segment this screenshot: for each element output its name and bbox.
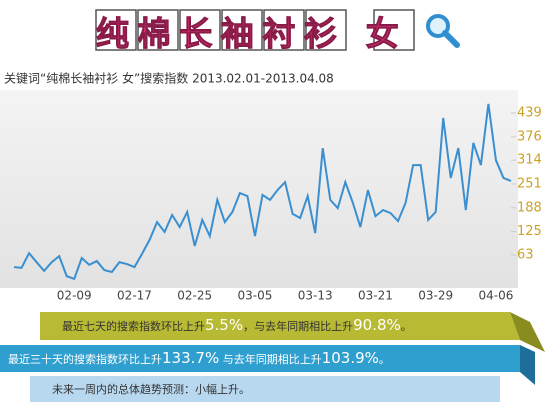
y-tick-label: 439: [517, 105, 542, 120]
y-tick-label: 314: [517, 153, 542, 168]
y-tick-label: 376: [517, 129, 542, 144]
highlight-value: 133.7%: [162, 349, 220, 367]
highlight-value: 5.5%: [205, 316, 244, 334]
banner-text: 未来一周内的总体趋势预测：小幅上升。: [52, 383, 250, 396]
subtitle: 关键词“纯棉长袖衬衫 女”搜索指数 2013.02.01-2013.04.08: [4, 71, 334, 86]
y-tick-label: 63: [517, 248, 534, 263]
title: 纯棉长袖衬衫 女: [95, 14, 408, 54]
banner-text: ，与去年同期相比上升: [243, 320, 354, 333]
x-tick-label: 03-21: [358, 289, 393, 303]
x-tick-label: 02-17: [117, 289, 152, 303]
banner-text: 最近七天的搜索指数环比上升: [62, 320, 205, 333]
x-tick-label: 02-25: [177, 289, 212, 303]
x-tick-label: 03-13: [298, 289, 333, 303]
banner-text: 。: [378, 353, 390, 366]
banner: 最近七天的搜索指数环比上升5.5%，与去年同期相比上升90.8%。: [62, 312, 412, 339]
search-icon: [426, 14, 460, 48]
banner-bg: [40, 312, 520, 340]
y-tick-label: 251: [517, 176, 542, 191]
x-tick-label: 03-29: [418, 289, 453, 303]
banner-bg: [0, 345, 520, 372]
y-tick-label: 188: [517, 200, 542, 215]
highlight-value: 90.8%: [353, 316, 401, 334]
plot-background: [0, 90, 518, 288]
banner-fold: [510, 312, 545, 352]
banner-text: 最近三十天的搜索指数环比上升: [8, 353, 162, 366]
data-line: [13, 103, 512, 281]
banner-text: 与去年同期相比上升: [219, 353, 322, 366]
x-tick-label: 02-09: [57, 289, 92, 303]
banner-text: 。: [400, 320, 412, 333]
banner-bg: [30, 376, 500, 402]
banner: 未来一周内的总体趋势预测：小幅上升。: [52, 376, 250, 403]
banner: 最近三十天的搜索指数环比上升133.7% 与去年同期相比上升103.9%。: [8, 345, 390, 372]
x-tick-label: 03-05: [238, 289, 273, 303]
highlight-value: 103.9%: [321, 349, 379, 367]
title-boxes: [95, 9, 415, 51]
y-tick-label: 125: [517, 224, 542, 239]
x-tick-label: 04-06: [479, 289, 514, 303]
banner-fold: [520, 345, 535, 385]
